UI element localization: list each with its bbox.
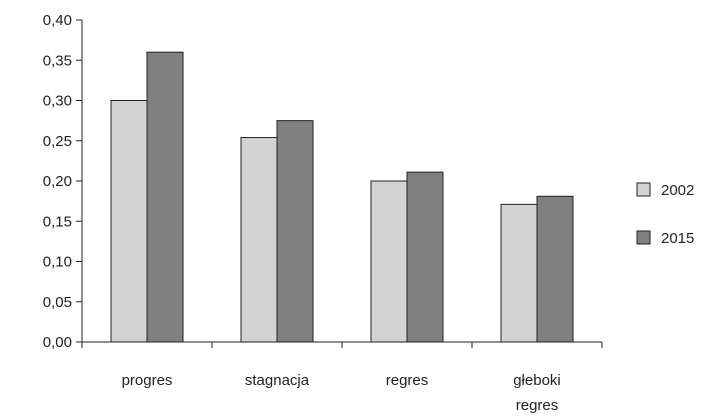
y-tick-label: 0,30 (43, 93, 72, 110)
legend-swatch-2015 (636, 230, 651, 245)
bar-2002-stagnacja (240, 137, 278, 343)
x-category-label: stagnacja (245, 372, 310, 389)
bar-2015-progres (146, 51, 184, 343)
bar-2015-stagnacja (276, 120, 314, 343)
legend: 2002 2015 (636, 182, 694, 247)
y-tick-label: 0,10 (43, 254, 72, 271)
x-category-label: regres (386, 372, 429, 389)
y-tick-label: 0,35 (43, 52, 72, 69)
bar-2015-głeboki-regres (536, 195, 574, 343)
bar-2002-progres (110, 100, 148, 343)
y-tick-label: 0,00 (43, 334, 72, 351)
legend-swatch-2002 (636, 182, 651, 197)
legend-label-2002: 2002 (661, 182, 694, 199)
tick-labels: 0,00 0,05 0,10 0,15 0,20 0,25 0,30 0,35 0,40 prog… (43, 12, 561, 414)
y-tick-label: 0,20 (43, 173, 72, 190)
y-tick-label: 0,40 (43, 12, 72, 29)
bar-2002-regres (370, 180, 408, 343)
x-category-label: regres (516, 397, 559, 414)
bar-2002-głeboki-regres (500, 203, 538, 343)
y-tick-label: 0,15 (43, 213, 72, 230)
x-category-label: progres (122, 372, 173, 389)
y-tick-label: 0,05 (43, 294, 72, 311)
bar-2015-regres (406, 171, 444, 343)
bars (110, 51, 574, 343)
x-category-label: głeboki (513, 372, 561, 389)
y-tick-label: 0,25 (43, 133, 72, 150)
legend-label-2015: 2015 (661, 230, 694, 247)
